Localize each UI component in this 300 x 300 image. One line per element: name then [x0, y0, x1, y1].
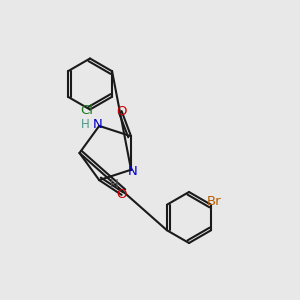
Text: Cl: Cl — [80, 104, 94, 118]
Text: O: O — [116, 105, 127, 118]
Text: N: N — [128, 165, 137, 178]
Text: N: N — [93, 118, 103, 131]
Text: H: H — [110, 178, 118, 190]
Text: Br: Br — [207, 195, 221, 208]
Text: H: H — [81, 118, 90, 131]
Text: O: O — [116, 188, 127, 201]
